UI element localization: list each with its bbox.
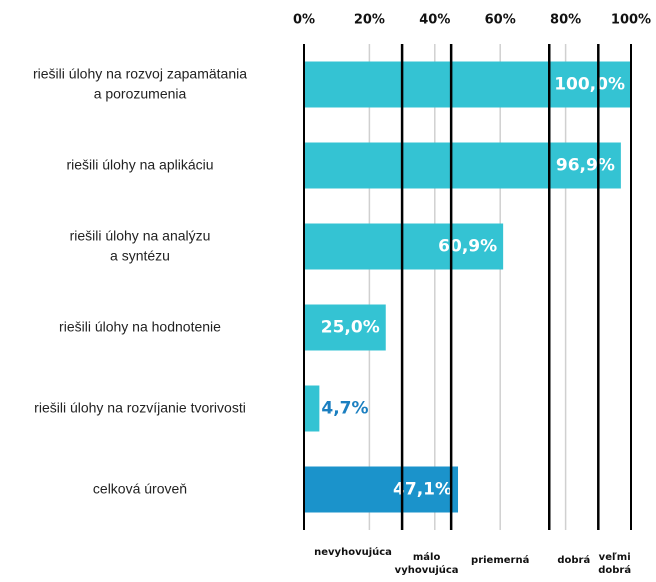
category-line: riešili úlohy na aplikáciu xyxy=(66,156,213,172)
band-label: priemerná xyxy=(471,554,529,566)
bar xyxy=(304,466,459,513)
x-tick-label: 40% xyxy=(419,13,450,28)
band-label: nevyhovujúca xyxy=(314,546,392,558)
x-tick-label: 100% xyxy=(611,13,651,28)
category-label: riešili úlohy na analýzu a syntézu xyxy=(70,227,211,263)
band-line: nevyhovujúca xyxy=(314,546,392,558)
band-label: málo vyhovujúca xyxy=(395,551,459,576)
category-line: riešili úlohy na hodnotenie xyxy=(59,318,221,334)
bar xyxy=(304,385,320,432)
value-label: 96,9% xyxy=(556,156,615,176)
value-label: 47,1% xyxy=(393,480,452,500)
category-line: a porozumenia xyxy=(94,85,187,101)
band-label: dobrá xyxy=(557,554,590,566)
category-label: riešili úlohy na hodnotenie xyxy=(59,318,221,334)
category-line: riešili úlohy na analýzu xyxy=(70,227,211,243)
category-line: riešili úlohy na rozvoj zapamätania xyxy=(33,65,247,81)
band-line: málo xyxy=(413,551,441,563)
x-tick-label: 60% xyxy=(485,13,516,28)
band-label: veľmi dobrá xyxy=(598,552,631,576)
x-tick-label: 0% xyxy=(293,13,315,28)
band-line: priemerná xyxy=(471,554,529,566)
value-label: 60,9% xyxy=(438,237,497,257)
category-label: riešili úlohy na rozvoj zapamätania a por… xyxy=(33,65,247,101)
category-label: celková úroveň xyxy=(93,480,187,496)
category-line: a syntézu xyxy=(110,247,170,263)
category-label: riešili úlohy na aplikáciu xyxy=(66,156,213,172)
category-label: riešili úlohy na rozvíjanie tvorivosti xyxy=(34,399,246,415)
band-line: vyhovujúca xyxy=(395,564,459,576)
value-label: 100,0% xyxy=(554,75,625,95)
bar xyxy=(304,304,386,351)
band-line: dobrá xyxy=(598,564,631,576)
bar xyxy=(304,142,621,189)
x-tick-label: 20% xyxy=(354,13,385,28)
band-line: veľmi xyxy=(599,552,631,563)
category-line: riešili úlohy na rozvíjanie tvorivosti xyxy=(34,399,246,415)
value-label: 25,0% xyxy=(321,318,380,338)
value-label: 4,7% xyxy=(321,399,368,419)
bar xyxy=(304,61,631,108)
bar xyxy=(304,223,504,270)
category-line: celková úroveň xyxy=(93,480,187,496)
x-tick-label: 80% xyxy=(550,13,581,28)
band-line: dobrá xyxy=(557,554,590,566)
